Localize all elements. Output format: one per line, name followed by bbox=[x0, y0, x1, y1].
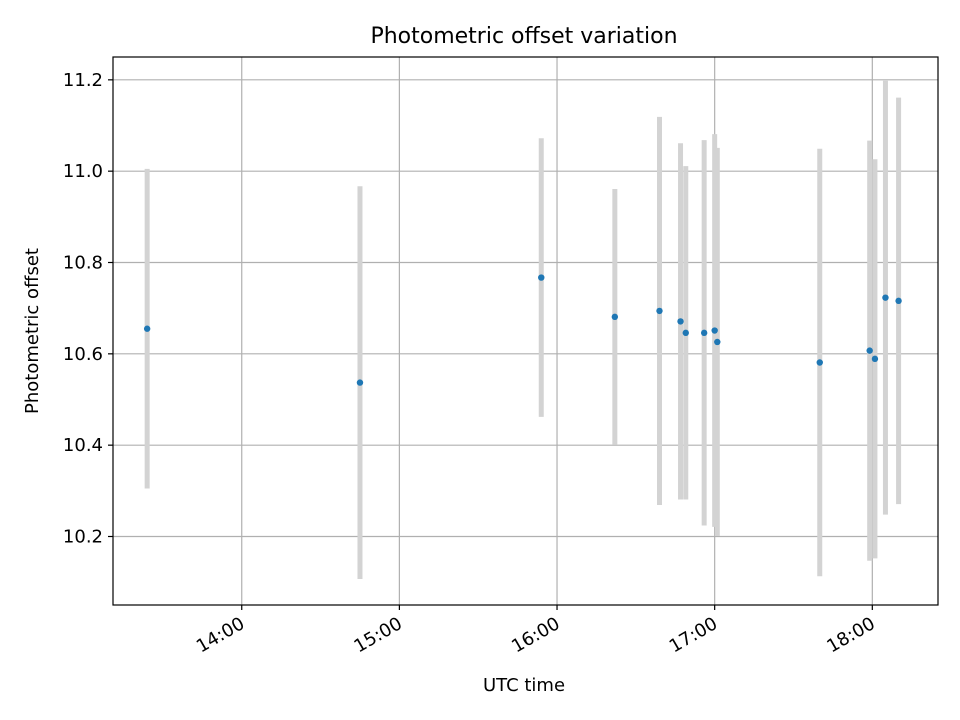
data-point bbox=[682, 329, 689, 337]
x-tick-label: 16:00 bbox=[508, 613, 563, 657]
data-point bbox=[714, 338, 721, 346]
data-point bbox=[895, 297, 902, 305]
data-point bbox=[611, 313, 619, 321]
y-axis-label: Photometric offset bbox=[22, 248, 43, 414]
x-axis-label: UTC time bbox=[483, 675, 565, 696]
x-axis-ticks: 14:00 15:00 16:00 17:00 18:00 bbox=[193, 605, 879, 657]
data-point bbox=[143, 325, 151, 332]
y-tick-label: 11.0 bbox=[63, 161, 103, 182]
data-point bbox=[656, 307, 663, 315]
x-tick-label: 17:00 bbox=[666, 613, 721, 657]
x-tick-label: 14:00 bbox=[193, 613, 248, 657]
y-tick-label: 10.8 bbox=[63, 253, 103, 274]
y-tick-label: 11.2 bbox=[63, 70, 103, 91]
data-point bbox=[711, 327, 718, 334]
x-tick-label: 15:00 bbox=[350, 613, 405, 657]
x-tick-label: 18:00 bbox=[823, 613, 878, 657]
data-point bbox=[866, 347, 873, 354]
error-bars bbox=[144, 80, 902, 579]
data-point bbox=[816, 359, 823, 366]
plot-frame bbox=[112, 56, 939, 606]
data-points bbox=[143, 274, 902, 386]
y-axis-ticks: 10.2 10.4 10.6 10.8 11.0 11.2 bbox=[63, 70, 113, 548]
y-tick-label: 10.6 bbox=[63, 344, 103, 365]
data-point bbox=[538, 274, 545, 281]
data-point bbox=[356, 379, 364, 386]
chart-title: Photometric offset variation bbox=[370, 24, 677, 49]
y-tick-label: 10.2 bbox=[63, 527, 103, 548]
data-point bbox=[700, 329, 708, 337]
data-point bbox=[677, 318, 684, 325]
y-tick-label: 10.4 bbox=[63, 435, 103, 456]
data-point bbox=[871, 355, 879, 363]
data-point bbox=[882, 294, 889, 301]
grid bbox=[113, 57, 938, 605]
